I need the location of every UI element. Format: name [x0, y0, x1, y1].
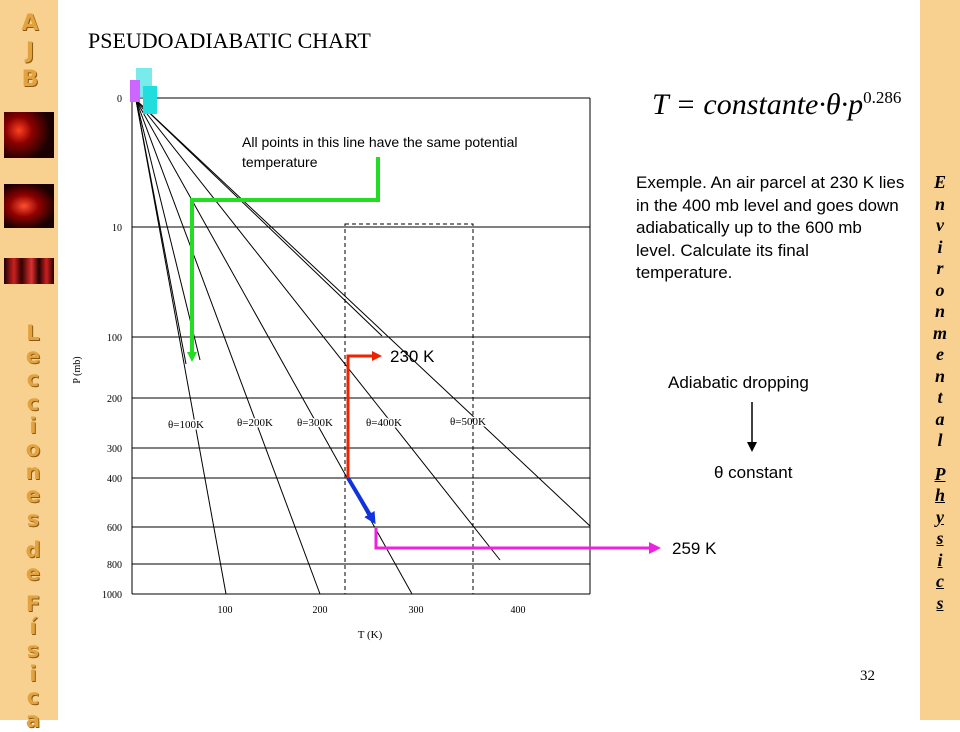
- sidebar-letter: y: [936, 506, 944, 527]
- isentrope-line: [135, 99, 187, 365]
- y-tick-label: 800: [107, 560, 122, 571]
- sidebar-letter: m: [932, 322, 947, 343]
- isentrope-label: θ=300K: [297, 417, 333, 429]
- isentrope-line: [135, 99, 591, 527]
- decor-block: [130, 80, 140, 102]
- y-tick-label: 10: [112, 223, 122, 234]
- thumbnail-image: [4, 112, 54, 158]
- ajb-logo: A J B: [14, 10, 46, 94]
- logo-letter: A: [21, 11, 39, 36]
- label-230k: 230 K: [390, 347, 435, 366]
- thumbnail-image: [4, 258, 54, 284]
- isentrope-line: [135, 99, 383, 337]
- sidebar-letter: e: [25, 560, 41, 585]
- x-tick-label: 100: [218, 605, 233, 616]
- logo-letter: J: [25, 39, 35, 64]
- sidebar-letter: i: [937, 236, 943, 257]
- sidebar-letter: t: [937, 387, 943, 407]
- isentrope-line: [135, 99, 201, 361]
- isentrope-line: [135, 99, 413, 595]
- sidebar-letter: s: [26, 638, 40, 663]
- isentrope-label: θ=100K: [168, 419, 204, 431]
- y-tick-label: 1000: [102, 590, 122, 601]
- blue-descent-arrow: [346, 476, 376, 525]
- sidebar-letter: e: [936, 344, 944, 364]
- sidebar-letter: a: [935, 408, 945, 429]
- sidebar-letter: h: [934, 485, 945, 505]
- sidebar-letter: s: [26, 506, 40, 531]
- sidebar-letter: v: [936, 215, 944, 235]
- magenta-arrow-259k: [374, 527, 661, 554]
- y-tick-label: 0: [117, 94, 122, 105]
- sidebar-letter: n: [934, 301, 945, 321]
- sidebar-letter: n: [934, 193, 945, 214]
- sidebar-letter: L: [26, 321, 40, 345]
- sidebar-letter: n: [25, 460, 41, 485]
- sidebar-letter: o: [935, 279, 945, 300]
- sidebar-letter: c: [936, 571, 944, 591]
- formula-main: T = constante·θ·p: [652, 88, 864, 121]
- isentrope-label: θ=400K: [366, 417, 402, 429]
- decor-block: [143, 86, 157, 114]
- example-text: Exemple. An air parcel at 230 K lies in …: [636, 173, 905, 282]
- sidebar-letter: F: [25, 592, 41, 617]
- sidebar-letter: P: [934, 463, 946, 484]
- sidebar-letter: E: [933, 172, 946, 192]
- isentrope-line: [135, 99, 321, 595]
- label-259k: 259 K: [672, 539, 717, 558]
- sidebar-letter: í: [29, 615, 37, 640]
- formula: T = constante·θ·p0.286: [652, 88, 901, 122]
- x-tick-label: 200: [313, 605, 328, 616]
- page-number: 32: [860, 668, 875, 684]
- highlight-box: [344, 223, 474, 595]
- isentrope-line: [135, 99, 501, 561]
- sidebar-letter: c: [26, 367, 40, 392]
- sidebar-letter: c: [26, 390, 40, 415]
- isentrope-label: θ=500K: [450, 416, 486, 428]
- sidebar-letter: r: [936, 258, 944, 278]
- y-tick-label: 400: [107, 474, 122, 485]
- logo-letter: B: [21, 67, 39, 92]
- sidebar-letter: i: [937, 549, 943, 570]
- x-axis-label: T (K): [358, 629, 383, 641]
- isentrope-line: [135, 99, 227, 595]
- theta-constant-label: θ constant: [714, 463, 793, 482]
- y-tick-label: 300: [107, 444, 122, 455]
- isentrope-note: All points in this line have the same po…: [242, 134, 518, 170]
- red-arrow-230k: [346, 351, 382, 478]
- isentrope-label: θ=200K: [237, 417, 273, 429]
- y-tick-label: 100: [107, 333, 122, 344]
- sidebar-letter: e: [25, 483, 41, 508]
- sidebar-letter: d: [25, 537, 41, 562]
- y-axis-label: P (mb): [72, 356, 83, 383]
- y-tick-label: 600: [107, 523, 122, 534]
- sidebar-letter: i: [29, 661, 37, 686]
- adiabatic-label: Adiabatic dropping: [668, 373, 809, 392]
- right-sidebar: [920, 0, 960, 720]
- sidebar-letter: s: [936, 528, 944, 548]
- sidebar-letter: i: [29, 413, 37, 438]
- y-tick-label: 200: [107, 394, 122, 405]
- sidebar-letter: c: [26, 684, 40, 709]
- page-title: PSEUDOADIABATIC CHART: [88, 28, 371, 53]
- sidebar-letter: n: [934, 365, 945, 386]
- x-tick-label: 300: [409, 605, 424, 616]
- green-guide-arrow: [187, 157, 380, 362]
- thumbnail-image: [4, 184, 54, 228]
- sidebar-letter: e: [25, 344, 41, 369]
- sidebar-letter: o: [25, 436, 41, 461]
- sidebar-letter: s: [936, 592, 944, 613]
- formula-exponent: 0.286: [863, 88, 902, 107]
- x-tick-label: 400: [511, 605, 526, 616]
- sidebar-letter: l: [937, 430, 943, 450]
